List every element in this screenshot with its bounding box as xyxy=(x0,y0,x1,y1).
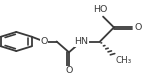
Text: HO: HO xyxy=(94,5,108,14)
Text: O: O xyxy=(40,37,48,46)
Text: O: O xyxy=(65,66,73,75)
Text: CH₃: CH₃ xyxy=(115,56,132,65)
Text: HN: HN xyxy=(74,37,88,46)
Text: O: O xyxy=(135,23,142,32)
